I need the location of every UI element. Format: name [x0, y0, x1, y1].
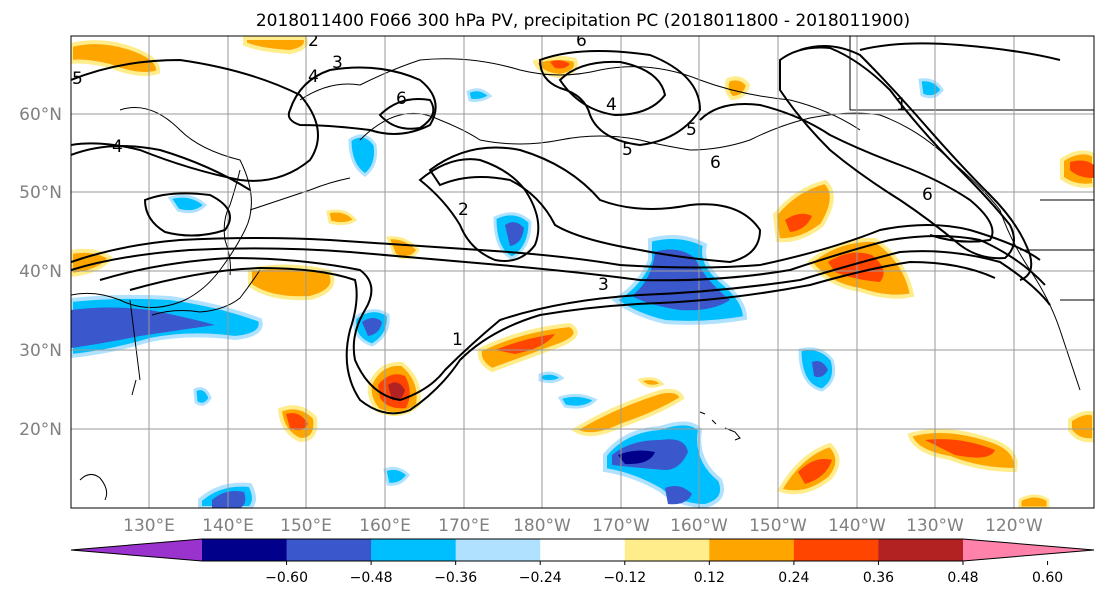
pv-contour-trough-1	[99, 250, 1051, 402]
pv-contour-arctic-3	[558, 60, 667, 117]
ryukyu-islands	[79, 299, 141, 501]
contour-label: 5	[686, 120, 697, 140]
lon-label: 170°W	[592, 516, 650, 536]
contour-label: 6	[922, 185, 933, 205]
lat-labels: 20°N 30°N 40°N 50°N 60°N	[19, 105, 62, 440]
colorbar-tick-label: 0.12	[694, 570, 725, 586]
pv-contour-ridge-2	[779, 46, 1015, 260]
pv-contour-ridge-1	[699, 103, 994, 243]
pv-contour-north-west-2	[71, 145, 251, 191]
contour-label: 4	[308, 67, 319, 87]
colorbar-extend-high	[963, 539, 1094, 561]
colorbar-extend-low	[71, 539, 202, 561]
lon-label: 150°W	[749, 516, 807, 536]
lon-label: 160°W	[670, 516, 728, 536]
asia-coastline	[71, 107, 252, 308]
contour-label: 6	[576, 31, 587, 51]
colorbar-tick-label: −0.36	[434, 570, 477, 586]
pv-contour-cutoff-2	[428, 146, 762, 264]
pv-contour-jet-2	[71, 235, 1046, 286]
lon-label: 140°W	[828, 516, 886, 536]
pv-contour-low-west	[143, 192, 231, 237]
contour-label: 5	[72, 69, 83, 89]
contour-label: 2	[308, 31, 319, 51]
pv-contour-arctic-4	[538, 50, 702, 147]
gridlines	[71, 36, 1094, 508]
colorbar-outline	[70, 538, 1095, 562]
pv-contour-arctic-1	[287, 66, 437, 135]
lat-label: 20°N	[19, 420, 62, 440]
japan-coastline	[151, 269, 261, 316]
lon-label: 150°E	[280, 516, 332, 536]
colorbar-swatch	[709, 539, 795, 561]
contour-label: 6	[710, 153, 721, 173]
contour-label: 3	[332, 53, 343, 73]
colorbar-swatch	[878, 539, 964, 561]
colorbar-tick-label: 0.60	[1032, 570, 1063, 586]
lat-label: 50°N	[19, 183, 62, 203]
contour-label: 1	[896, 95, 907, 115]
lat-label: 40°N	[19, 262, 62, 282]
colorbar-tick-label: 0.48	[947, 570, 978, 586]
colorbar-tick-label: −0.24	[519, 570, 562, 586]
colorbar-tick-label: −0.48	[350, 570, 393, 586]
pv-contour-arctic-2	[378, 98, 435, 130]
contour-label: 1	[452, 330, 463, 350]
pv-contour-trough-2	[129, 260, 996, 415]
pv-contours	[71, 42, 1061, 415]
colorbar-swatch	[455, 539, 541, 561]
pv-contour-labels: 2 3 4 5 6 6 4 5 6 1 6 2 3 1 4 5	[72, 31, 933, 350]
colorbar-swatch	[202, 539, 288, 561]
contour-label: 5	[622, 140, 633, 160]
pv-contour-jet-1	[71, 224, 1041, 269]
colorbar-tick-label: −0.12	[603, 570, 646, 586]
colorbar-swatch	[793, 539, 879, 561]
lon-labels: 130°E 140°E 150°E 160°E 170°E 180°W 170°…	[123, 516, 1043, 536]
pv-contour-north-east	[859, 42, 1061, 61]
lon-label: 130°W	[906, 516, 964, 536]
colorbar: −0.60 −0.48 −0.36 −0.24 −0.12 0.12 0.24 0.36 0.4…	[70, 538, 1095, 586]
lon-label: 180°W	[513, 516, 571, 536]
figure-title: 2018011400 F066 300 hPa PV, precipitatio…	[256, 11, 910, 31]
lon-label: 130°E	[123, 516, 175, 536]
map-frame	[70, 35, 1095, 509]
lat-label: 30°N	[19, 341, 62, 361]
lon-label: 160°E	[359, 516, 411, 536]
kuril-islands	[249, 177, 351, 211]
contour-label: 2	[458, 200, 469, 220]
lon-label: 120°W	[985, 516, 1043, 536]
contour-label: 4	[112, 137, 123, 157]
colorbar-tick-label: −0.60	[265, 570, 308, 586]
pv-contour-ridge-3	[799, 45, 1033, 281]
lon-label: 170°E	[438, 516, 490, 536]
arctic-coastline	[299, 58, 861, 131]
colorbar-tick-label: 0.36	[863, 570, 894, 586]
us-state-borders	[1020, 199, 1094, 301]
contour-label: 4	[606, 95, 617, 115]
contour-label: 3	[598, 275, 609, 295]
canada-border	[849, 36, 1094, 111]
lat-label: 60°N	[19, 105, 62, 125]
contour-label: 6	[396, 89, 407, 109]
colorbar-swatch	[371, 539, 457, 561]
pv-contour-north-west	[71, 58, 319, 182]
lon-label: 140°E	[202, 516, 254, 536]
hawaii-islands	[699, 411, 741, 441]
na-west-coastline	[879, 114, 1081, 391]
colorbar-swatch	[286, 539, 372, 561]
coastlines	[71, 36, 1094, 501]
colorbar-swatch	[540, 539, 626, 561]
map-panel: 2 3 4 5 6 6 4 5 6 1 6 2 3 1 4 5	[71, 31, 1094, 508]
colorbar-swatch	[624, 539, 710, 561]
alaska-coastline	[359, 112, 881, 151]
pv-contour-cutoff-1	[418, 158, 540, 262]
colorbar-tick-label: 0.24	[778, 570, 809, 586]
